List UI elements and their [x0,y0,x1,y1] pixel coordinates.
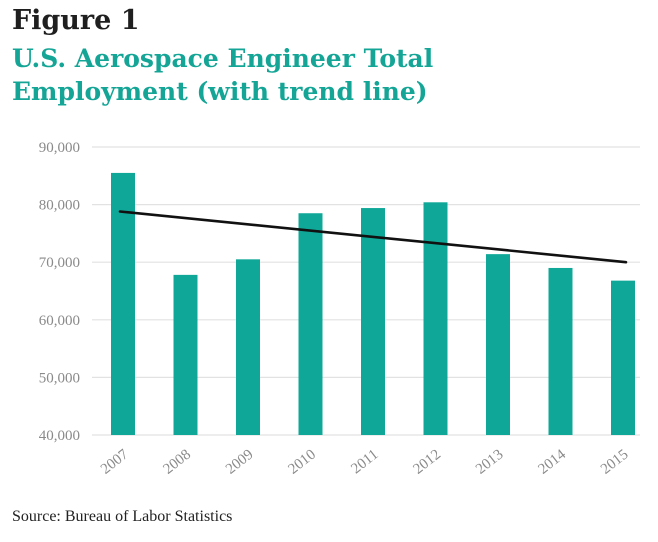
y-axis-tick-labels: 40,000 50,000 60,000 70,000 80,000 90,000 [39,140,80,444]
bar-2008 [173,274,198,435]
y-tick-label: 90,000 [39,140,80,156]
bar-2012 [423,202,448,435]
x-tick-label: 2013 [473,447,506,478]
chart-title: U.S. Aerospace Engineer Total Employment… [12,44,434,106]
bar-2007 [111,172,135,436]
y-tick-label: 80,000 [39,198,80,214]
bar-chart: 40,000 50,000 60,000 70,000 80,000 90,000 200… [39,140,640,478]
bar-2015 [611,280,635,435]
x-tick-label: 2015 [598,447,631,478]
y-tick-label: 40,000 [39,428,80,444]
bar-2013 [486,254,510,435]
bar-2014 [548,267,573,435]
x-tick-label: 2012 [410,447,443,478]
source-note: Source: Bureau of Labor Statistics [12,508,233,525]
bar-2010 [298,213,323,435]
bar-2009 [236,259,260,435]
y-tick-label: 70,000 [39,255,80,271]
x-tick-label: 2008 [160,447,193,478]
x-tick-label: 2009 [223,447,256,478]
x-tick-label: 2010 [285,447,318,478]
x-tick-label: 2011 [348,447,381,478]
x-tick-label: 2007 [98,446,132,477]
x-tick-label: 2014 [535,446,569,477]
trend-line-group [118,210,628,264]
y-tick-label: 50,000 [39,370,80,386]
trend-line [118,210,628,264]
bars [111,172,635,436]
x-axis-tick-labels: 2007 2008 2009 2010 2011 2012 2013 2014 2015 [98,446,631,477]
figure-label: Figure 1 [12,5,140,36]
y-tick-label: 60,000 [39,313,80,329]
bar-2011 [361,208,385,435]
